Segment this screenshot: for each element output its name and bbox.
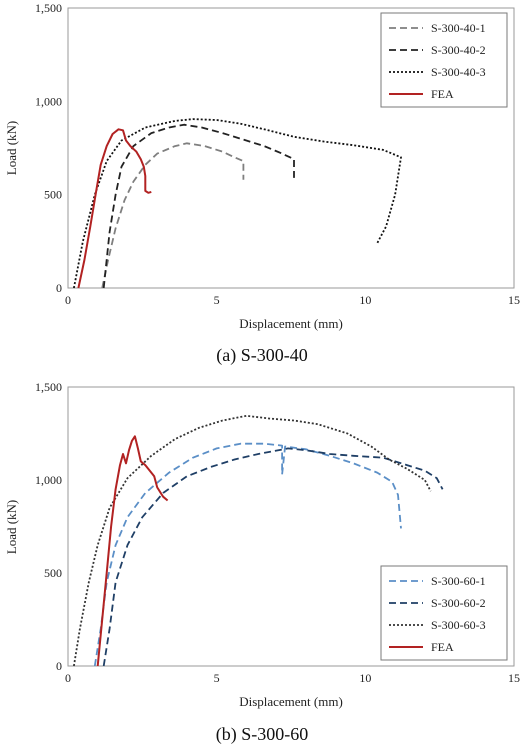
y-tick-label: 500 [44, 566, 62, 580]
series-line-s-300-60-2 [102, 447, 444, 667]
series-a [73, 118, 402, 289]
plot-area-b [67, 386, 515, 667]
series-line-s-300-60-3 [73, 414, 432, 667]
series-line-s-300-60-1 [93, 442, 402, 667]
panel-b: 0 5 10 15 0 500 1,000 1,500 Displacement (mm) L… [4, 380, 520, 745]
series-line-s-300-40-1 [101, 142, 245, 289]
ticks-b: 0 5 10 15 0 500 1,000 1,500 [35, 380, 520, 685]
panel-a: 0 5 10 15 0 500 1,000 1,500 Displacement (mm) L… [4, 1, 520, 366]
y-tick-label: 500 [44, 188, 62, 202]
legend-label: FEA [431, 640, 454, 654]
x-tick-label: 15 [508, 293, 520, 307]
ylabel-b: Load (kN) [4, 500, 19, 555]
ylabel-a: Load (kN) [4, 121, 19, 176]
series-line-s-300-40-2 [102, 123, 295, 289]
x-tick-label: 15 [508, 671, 520, 685]
series-b [73, 414, 444, 667]
legend-label: S-300-40-2 [431, 43, 486, 57]
x-tick-label: 5 [214, 671, 220, 685]
y-tick-label: 1,500 [35, 380, 62, 394]
series-line-fea [96, 435, 169, 667]
caption-a: (a) S-300-40 [216, 345, 307, 366]
legend-label: S-300-60-3 [431, 618, 486, 632]
x-tick-label: 10 [359, 671, 371, 685]
legend-label: S-300-40-1 [431, 21, 486, 35]
ticks-a: 0 5 10 15 0 500 1,000 1,500 [35, 1, 520, 307]
xlabel-b: Displacement (mm) [239, 694, 343, 709]
y-tick-label: 0 [56, 659, 62, 673]
legend-b: S-300-60-1 S-300-60-2 S-300-60-3 FEA [380, 565, 508, 661]
y-tick-label: 0 [56, 281, 62, 295]
x-tick-label: 0 [65, 293, 71, 307]
plot-area-a [67, 7, 515, 289]
x-tick-label: 5 [214, 293, 220, 307]
y-tick-label: 1,000 [35, 473, 62, 487]
x-tick-label: 0 [65, 671, 71, 685]
series-line-s-300-40-3 [73, 118, 402, 289]
y-tick-label: 1,000 [35, 94, 62, 108]
caption-b: (b) S-300-60 [216, 724, 309, 745]
legend-label: S-300-60-1 [431, 574, 486, 588]
legend-label: S-300-60-2 [431, 596, 486, 610]
y-tick-label: 1,500 [35, 1, 62, 15]
series-line-fea [77, 128, 152, 289]
legend-label: S-300-40-3 [431, 65, 486, 79]
xlabel-a: Displacement (mm) [239, 316, 343, 331]
x-tick-label: 10 [359, 293, 371, 307]
legend-a: S-300-40-1 S-300-40-2 S-300-40-3 FEA [380, 12, 508, 108]
legend-label: FEA [431, 87, 454, 101]
